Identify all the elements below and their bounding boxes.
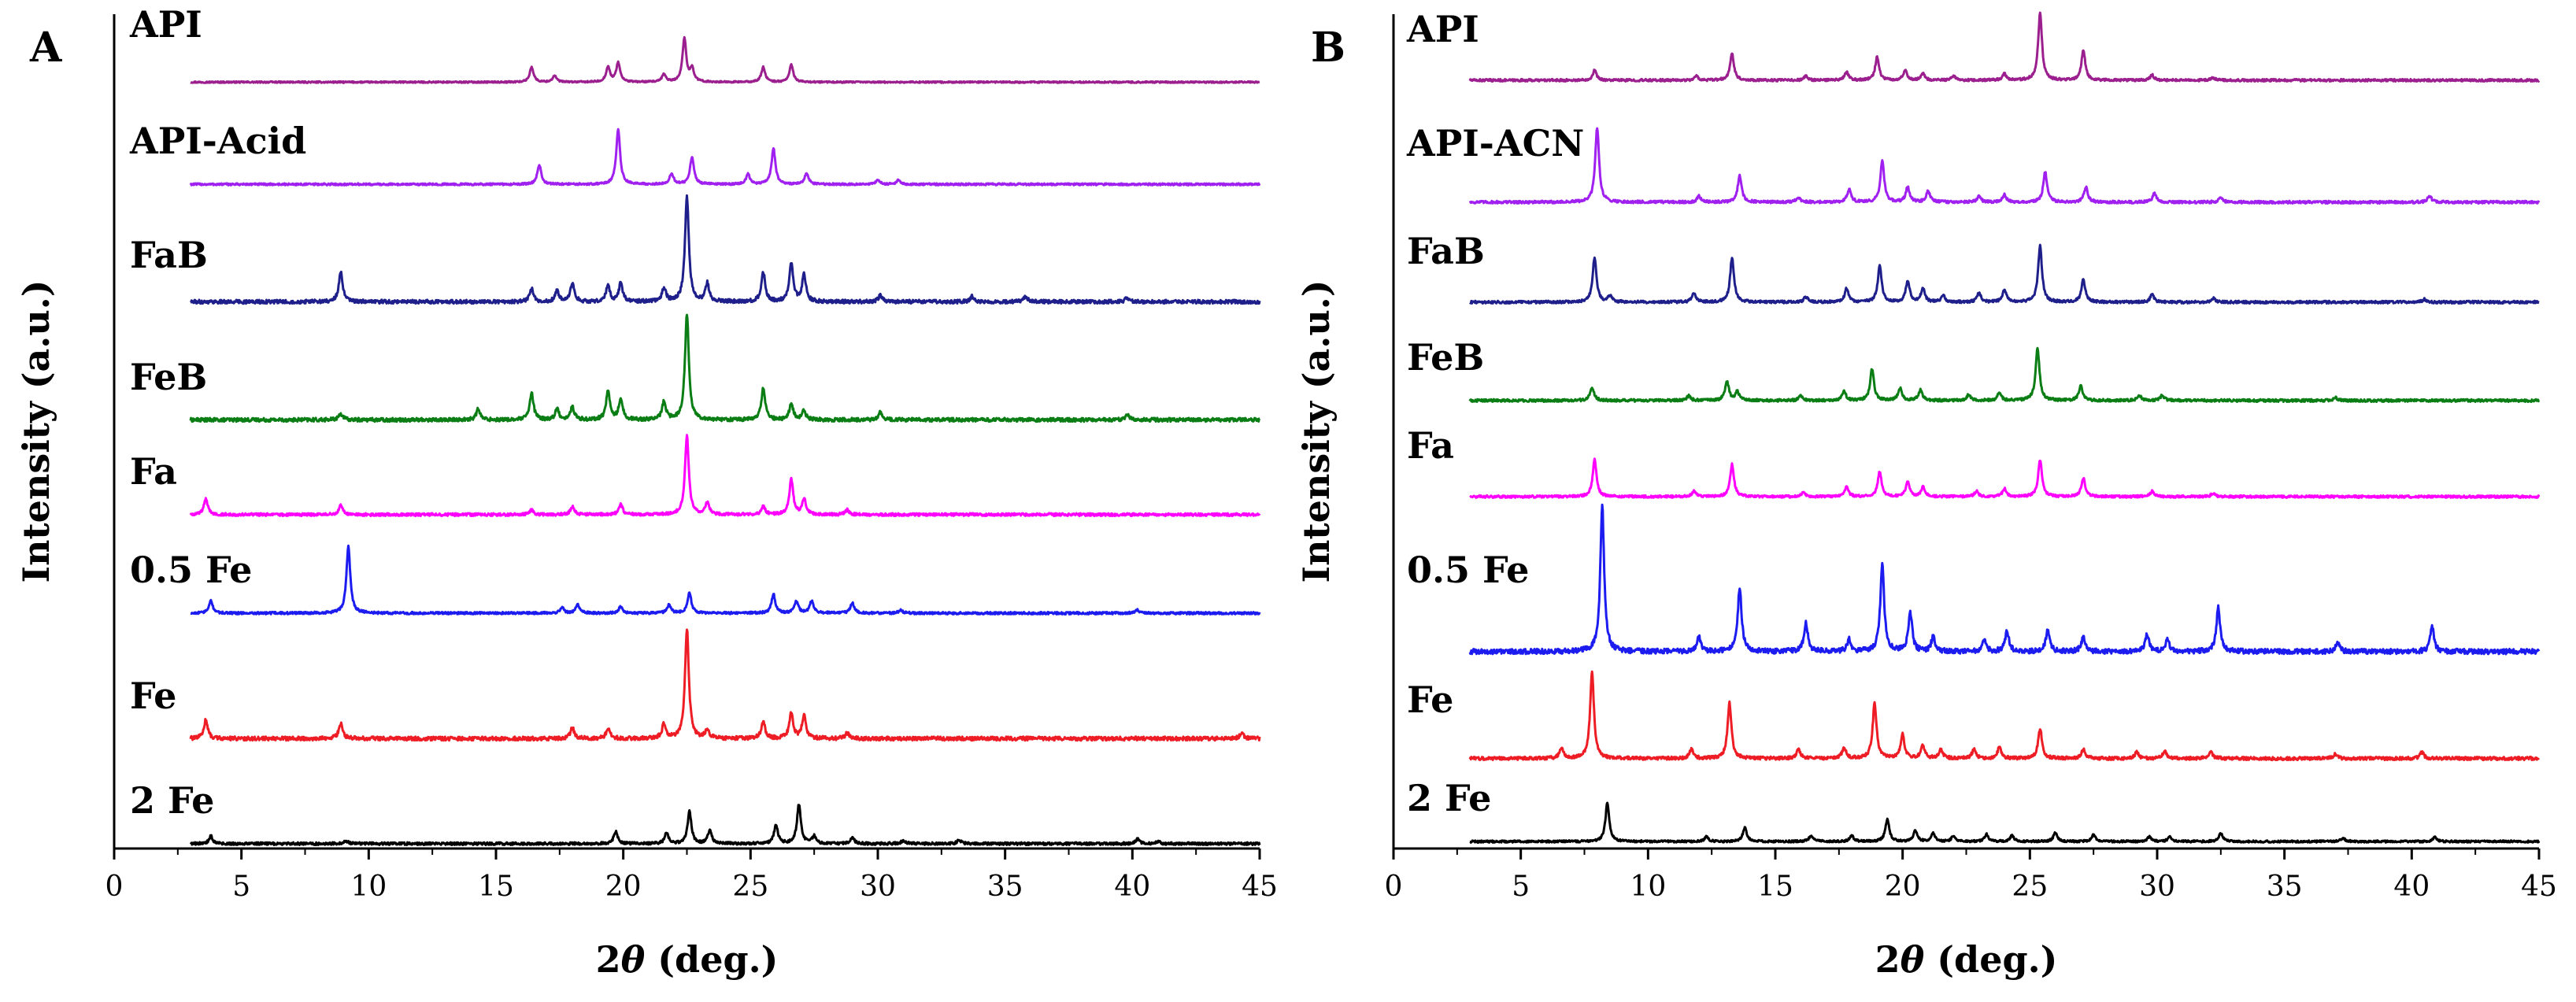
x-axis-title-prefix: 2 (1875, 938, 1901, 981)
x-axis-title: 2θ (deg.) (596, 938, 779, 981)
series-line-fe (1468, 670, 2541, 762)
series-line-0-5-fe (1468, 503, 2541, 656)
x-axis-title-symbol: θ (621, 938, 646, 981)
x-axis-title: 2θ (deg.) (1875, 938, 2058, 981)
y-axis-title: Intensity (a.u.) (15, 279, 57, 582)
x-tick-label: 20 (605, 871, 642, 903)
series-label: FaB (1407, 230, 1485, 272)
series-label: Fa (1407, 424, 1454, 467)
series-line-fab (1469, 243, 2540, 305)
series-line-feb (1468, 346, 2541, 403)
x-tick-label: 5 (1512, 871, 1530, 903)
x-tick-label: 35 (987, 871, 1023, 903)
series-label: FeB (130, 356, 207, 398)
panel-b: B 0 5 10 15 20 25 30 35 40 45 2θ (deg.) Intensity (a… (1295, 8, 2557, 981)
x-tick-label: 40 (1114, 871, 1150, 903)
series-line-api-acid (189, 128, 1261, 187)
x-tick-label: 15 (1757, 871, 1793, 903)
series-line-fa (189, 434, 1261, 517)
x-tick-label: 35 (2267, 871, 2303, 903)
x-tick-label: 45 (1242, 871, 1278, 903)
series-label: 0.5 Fe (130, 549, 252, 591)
series-line-fab (190, 194, 1261, 305)
x-tick-label: 25 (732, 871, 768, 903)
x-axis-title-suffix: (deg.) (1924, 938, 2057, 981)
series-label: API (1406, 8, 1479, 50)
x-tick-label: 0 (105, 871, 124, 903)
x-axis-title-suffix: (deg.) (645, 938, 778, 981)
series-label: 0.5 Fe (1407, 549, 1529, 591)
x-tick-label: 45 (2521, 871, 2557, 903)
panel-a: A 0 5 10 15 20 25 30 35 40 45 2θ (deg.) Intensity (a… (15, 3, 1278, 981)
series-line-fe (189, 628, 1261, 742)
series-line-api-acn (1468, 127, 2541, 205)
series-label: API-Acid (129, 120, 306, 162)
panel-letter: B (1311, 24, 1345, 72)
series-line-feb (189, 313, 1260, 423)
series-label: FeB (1407, 336, 1484, 379)
x-tick-label: 40 (2393, 871, 2430, 903)
panel-letter: A (29, 24, 62, 72)
y-axis-title: Intensity (a.u.) (1295, 279, 1338, 582)
x-tick-label: 15 (478, 871, 514, 903)
series-line-api (1468, 11, 2541, 83)
x-tick-label: 30 (860, 871, 896, 903)
x-tick-label: 25 (2012, 871, 2048, 903)
series-label: 2 Fe (130, 779, 214, 822)
series-label: Fe (130, 675, 176, 717)
x-tick-label: 20 (1885, 871, 1921, 903)
series-line-fa (1469, 457, 2541, 499)
series-label: 2 Fe (1407, 777, 1491, 819)
series-line-2-fe (189, 804, 1261, 846)
x-axis-title-symbol: θ (1901, 938, 1925, 981)
x-tick-label: 5 (232, 871, 250, 903)
series-label: API (129, 3, 202, 46)
series-line-2-fe (1469, 801, 2541, 844)
x-tick-label: 30 (2139, 871, 2175, 903)
x-tick-label: 10 (1630, 871, 1666, 903)
x-axis-title-prefix: 2 (596, 938, 621, 981)
x-tick-label: 10 (350, 871, 387, 903)
series-line-0-5-fe (190, 544, 1261, 616)
series-label: API-ACN (1406, 122, 1584, 165)
series-label: Fe (1407, 678, 1453, 721)
series-label: FaB (130, 234, 208, 276)
series-label: Fa (130, 450, 177, 493)
series-line-api (190, 35, 1260, 84)
x-tick-label: 0 (1385, 871, 1403, 903)
